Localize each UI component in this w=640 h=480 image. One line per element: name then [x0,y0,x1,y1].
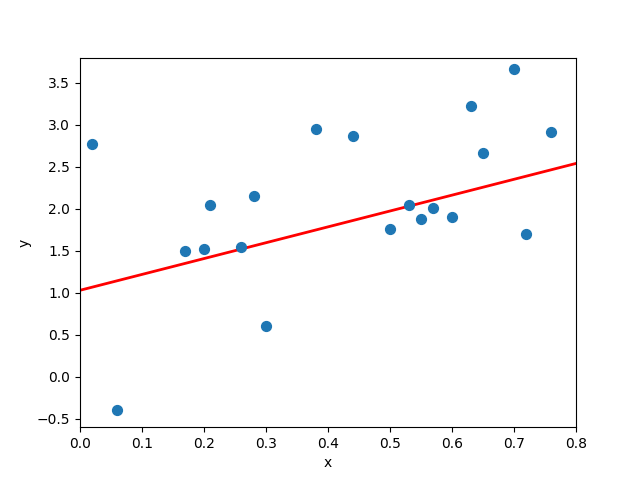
Point [205,201,215,208]
Point [261,323,271,330]
Point [112,407,122,414]
Point [465,103,476,110]
Point [310,125,321,133]
Point [447,214,457,221]
Point [236,243,246,251]
Point [348,132,358,140]
Point [180,247,191,254]
Point [416,215,426,223]
Point [87,140,97,148]
Point [509,65,519,72]
Point [546,129,556,136]
X-axis label: x: x [324,456,332,470]
Y-axis label: y: y [17,238,31,247]
Point [521,230,531,238]
Point [248,192,259,200]
Point [403,201,413,208]
Point [385,225,395,233]
Point [428,204,438,212]
Point [478,149,488,156]
Point [199,245,209,253]
